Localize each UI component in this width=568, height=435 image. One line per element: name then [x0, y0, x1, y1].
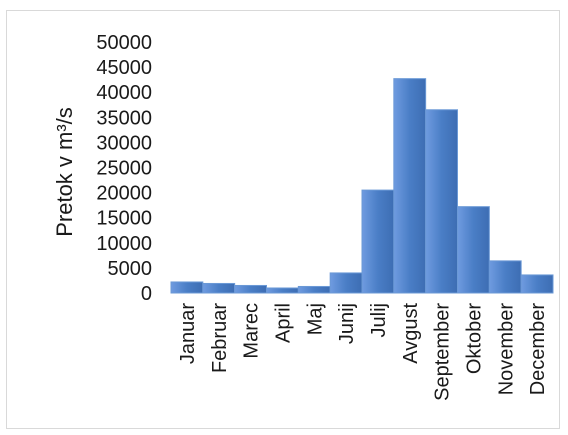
x-tick-label: November: [495, 303, 517, 396]
x-tick-label: Avgust: [400, 303, 422, 364]
x-tick-label: Februar: [209, 303, 231, 373]
bar-avgust: [393, 78, 427, 294]
y-tick-label: 35000: [96, 107, 152, 129]
y-tick-label: 0: [141, 283, 152, 305]
y-tick-label: 25000: [96, 158, 152, 180]
y-tick-label: 15000: [96, 208, 152, 230]
bar-april: [266, 287, 299, 294]
x-tick-label: Oktober: [463, 303, 485, 374]
bar-november: [488, 260, 522, 294]
x-tick-label: Julij: [368, 303, 390, 337]
y-tick-label: 10000: [96, 233, 152, 255]
y-tick-label: 40000: [96, 82, 152, 104]
x-tick-label: Marec: [241, 303, 263, 359]
y-axis-label: Pretok v m³/s: [52, 107, 77, 237]
x-tick-label: April: [272, 303, 294, 343]
y-tick-label: 50000: [96, 32, 152, 54]
x-tick-label: Junij: [336, 303, 358, 344]
bar-maj: [297, 285, 331, 294]
y-tick-label: 45000: [96, 57, 152, 79]
y-tick-label: 5000: [108, 258, 153, 280]
x-tick-label: Januar: [177, 303, 199, 364]
x-tick-label: September: [432, 303, 454, 401]
bar-julij: [361, 189, 395, 294]
x-tick-label: December: [527, 303, 549, 396]
bar-februar: [202, 282, 236, 294]
y-tick-label: 20000: [96, 183, 152, 205]
bar-januar: [170, 281, 204, 294]
bar-december: [520, 274, 554, 294]
bar-oktober: [457, 206, 490, 294]
y-tick-label: 30000: [96, 132, 152, 154]
x-tick-label: Maj: [304, 303, 326, 335]
bar-junij: [329, 272, 363, 294]
bar-september: [425, 109, 459, 294]
bar-marec: [234, 284, 267, 294]
